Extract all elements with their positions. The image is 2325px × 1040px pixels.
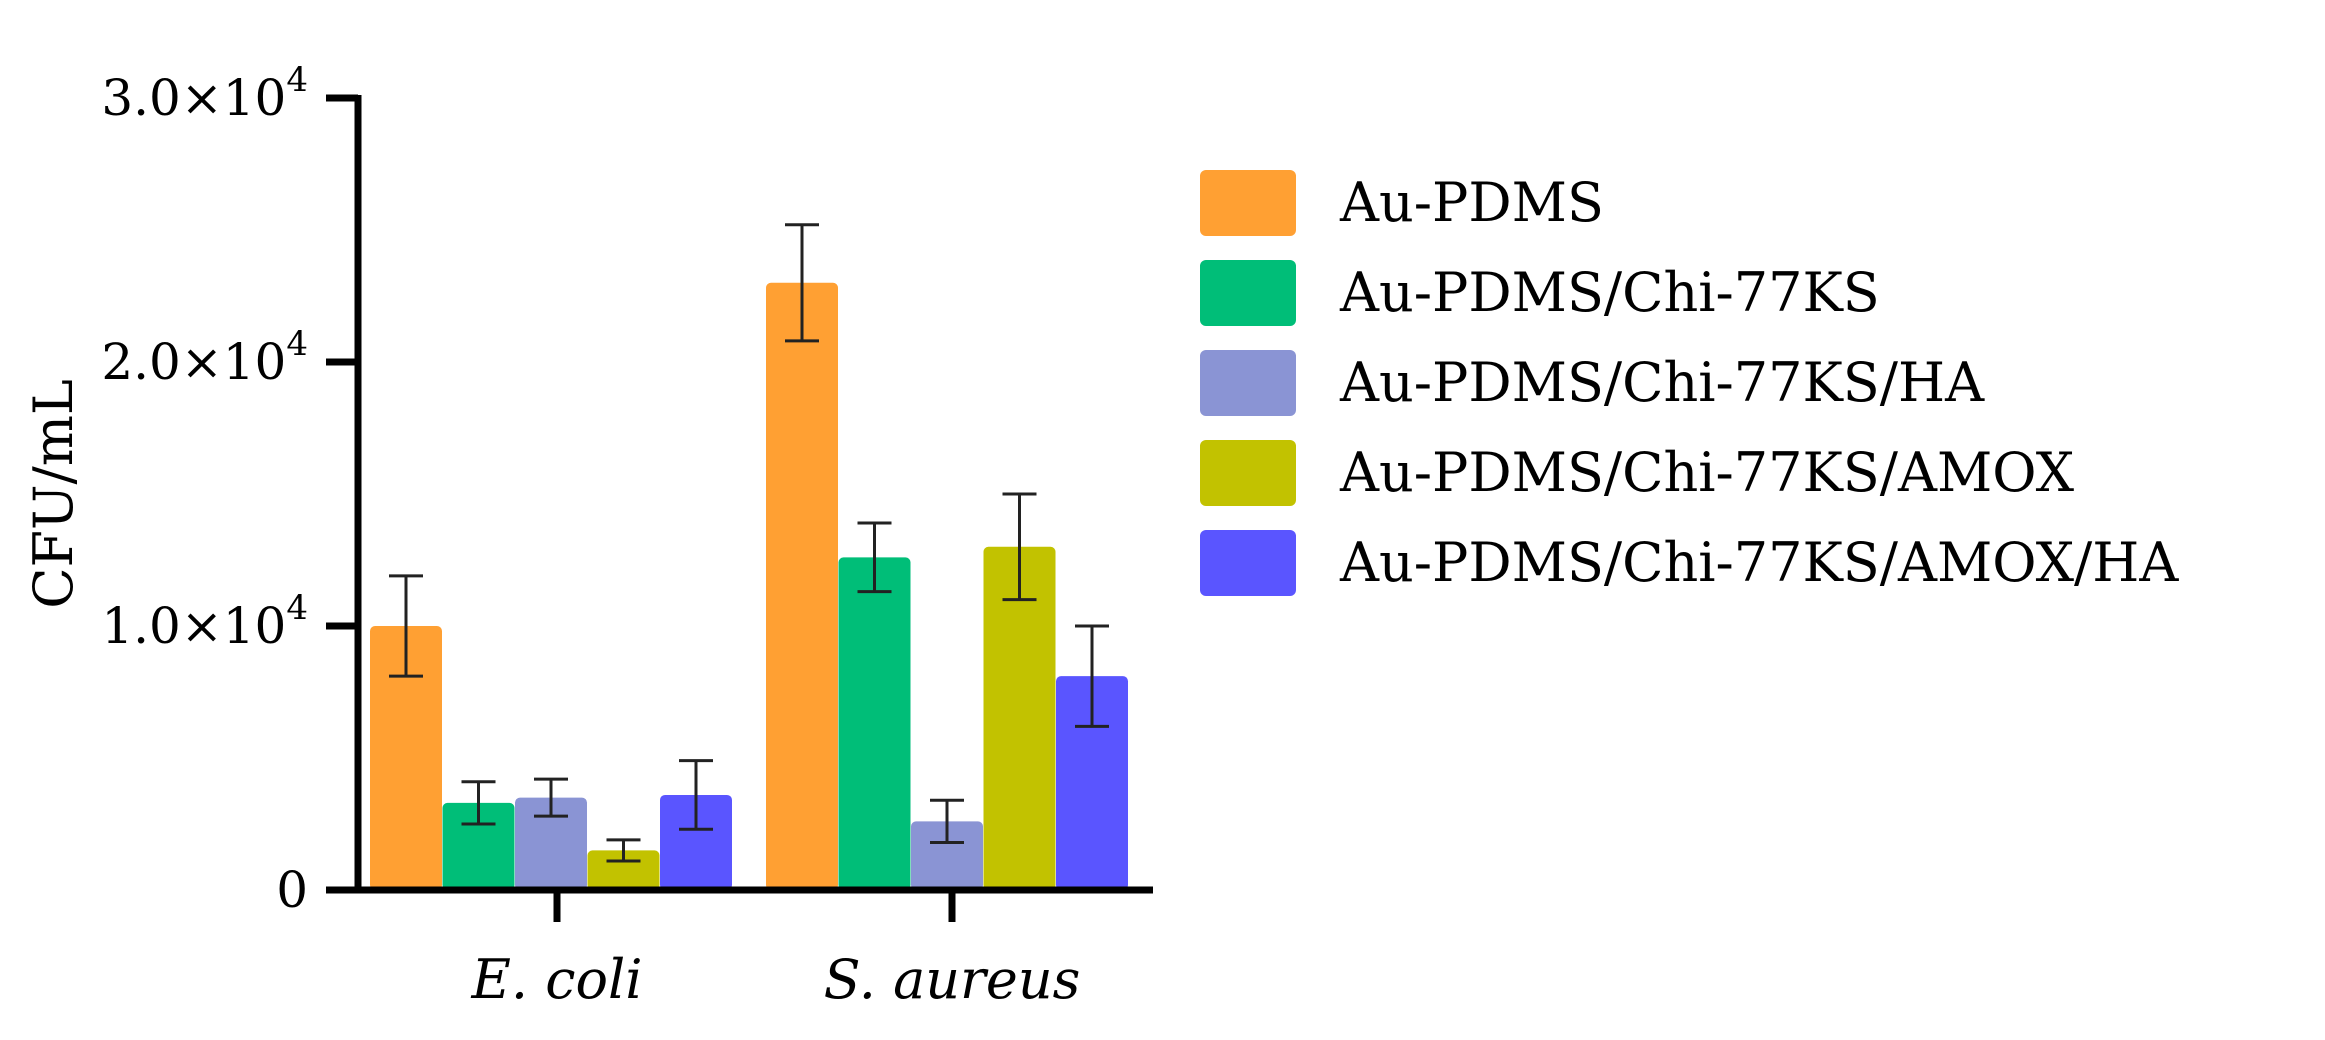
bar-2-e-coli — [442, 802, 515, 890]
y-tick-label: 1.0×104 — [101, 588, 308, 655]
error-bar-1-s-aureus — [785, 223, 819, 343]
error-bar-4-s-aureus — [1002, 492, 1037, 602]
error-bar-4-e-coli — [606, 838, 641, 863]
error-bar-3-s-aureus — [930, 798, 964, 844]
error-bar-5-s-aureus — [1075, 624, 1109, 728]
y-tick-label: 2.0×104 — [101, 324, 308, 391]
legend-label: Au-PDMS/Chi-77KS — [1339, 261, 1880, 324]
bar-1-e-coli — [370, 626, 442, 890]
legend-entry: Au-PDMS/Chi-77KS/AMOX — [1200, 440, 2075, 506]
y-axis-title: CFU/mL — [22, 379, 85, 609]
legend-entry: Au-PDMS/Chi-77KS/HA — [1200, 350, 1985, 416]
legend-swatch — [1200, 530, 1296, 596]
bar-2-s-aureus — [838, 557, 911, 890]
error-bar-2-e-coli — [461, 780, 496, 826]
bar-4-e-coli — [587, 850, 660, 890]
legend-swatch — [1200, 260, 1296, 326]
legend-entry: Au-PDMS/Chi-77KS — [1200, 260, 1880, 326]
bar-3-s-aureus — [911, 821, 983, 890]
y-tick-label: 3.0×104 — [101, 60, 308, 127]
bar-5-e-coli — [660, 794, 732, 890]
bar-1-s-aureus — [766, 282, 838, 890]
legend-swatch — [1200, 440, 1296, 506]
legend-entry: Au-PDMS — [1200, 170, 1604, 236]
legend-label: Au-PDMS/Chi-77KS/AMOX/HA — [1339, 531, 2179, 594]
x-category-label: E. coli — [470, 948, 642, 1011]
legend-swatch — [1200, 350, 1296, 416]
error-bar-5-e-coli — [679, 759, 713, 831]
legend-label: Au-PDMS — [1339, 171, 1604, 234]
axes-layer: 0 1.0×104 2.0×104 3.0×104 E. coli S. aureus CF… — [22, 60, 1153, 1011]
legend-swatch — [1200, 170, 1296, 236]
x-category-label: S. aureus — [824, 948, 1081, 1011]
legend: Au-PDMS Au-PDMS/Chi-77KS Au-PDMS/Chi-77KS/… — [1200, 170, 2179, 596]
error-bar-2-s-aureus — [857, 521, 892, 594]
legend-entry: Au-PDMS/Chi-77KS/AMOX/HA — [1200, 530, 2179, 596]
bar-4-s-aureus — [983, 546, 1056, 890]
error-bar-3-e-coli — [534, 777, 568, 818]
bars-layer — [370, 282, 1128, 890]
legend-label: Au-PDMS/Chi-77KS/AMOX — [1339, 441, 2075, 504]
error-bars-layer — [389, 223, 1109, 863]
legend-label: Au-PDMS/Chi-77KS/HA — [1339, 351, 1985, 414]
bar-5-s-aureus — [1056, 676, 1128, 890]
error-bar-1-e-coli — [389, 574, 423, 678]
y-tick-label: 0 — [276, 861, 308, 919]
bar-3-e-coli — [515, 797, 587, 890]
